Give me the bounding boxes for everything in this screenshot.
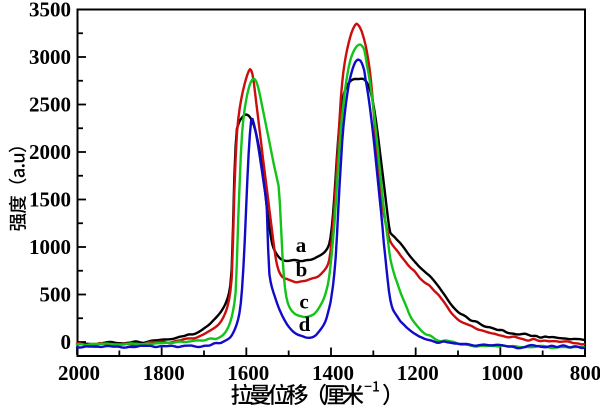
svg-text:2000: 2000 <box>58 361 100 385</box>
svg-text:d: d <box>299 312 311 336</box>
svg-text:800: 800 <box>570 361 600 385</box>
svg-text:1500: 1500 <box>29 188 71 212</box>
svg-text:3000: 3000 <box>29 45 71 69</box>
svg-text:1000: 1000 <box>29 235 71 259</box>
svg-text:1800: 1800 <box>143 361 185 385</box>
svg-text:1400: 1400 <box>312 361 354 385</box>
svg-text:500: 500 <box>40 283 72 307</box>
svg-text:1200: 1200 <box>397 361 439 385</box>
svg-text:b: b <box>296 258 308 282</box>
svg-text:2000: 2000 <box>29 140 71 164</box>
svg-text:1600: 1600 <box>227 361 269 385</box>
svg-text:0: 0 <box>61 330 72 354</box>
svg-text:a: a <box>296 233 307 257</box>
svg-text:c: c <box>299 290 308 314</box>
svg-text:2500: 2500 <box>29 93 71 117</box>
svg-text:3500: 3500 <box>29 0 71 22</box>
svg-text:1000: 1000 <box>481 361 523 385</box>
